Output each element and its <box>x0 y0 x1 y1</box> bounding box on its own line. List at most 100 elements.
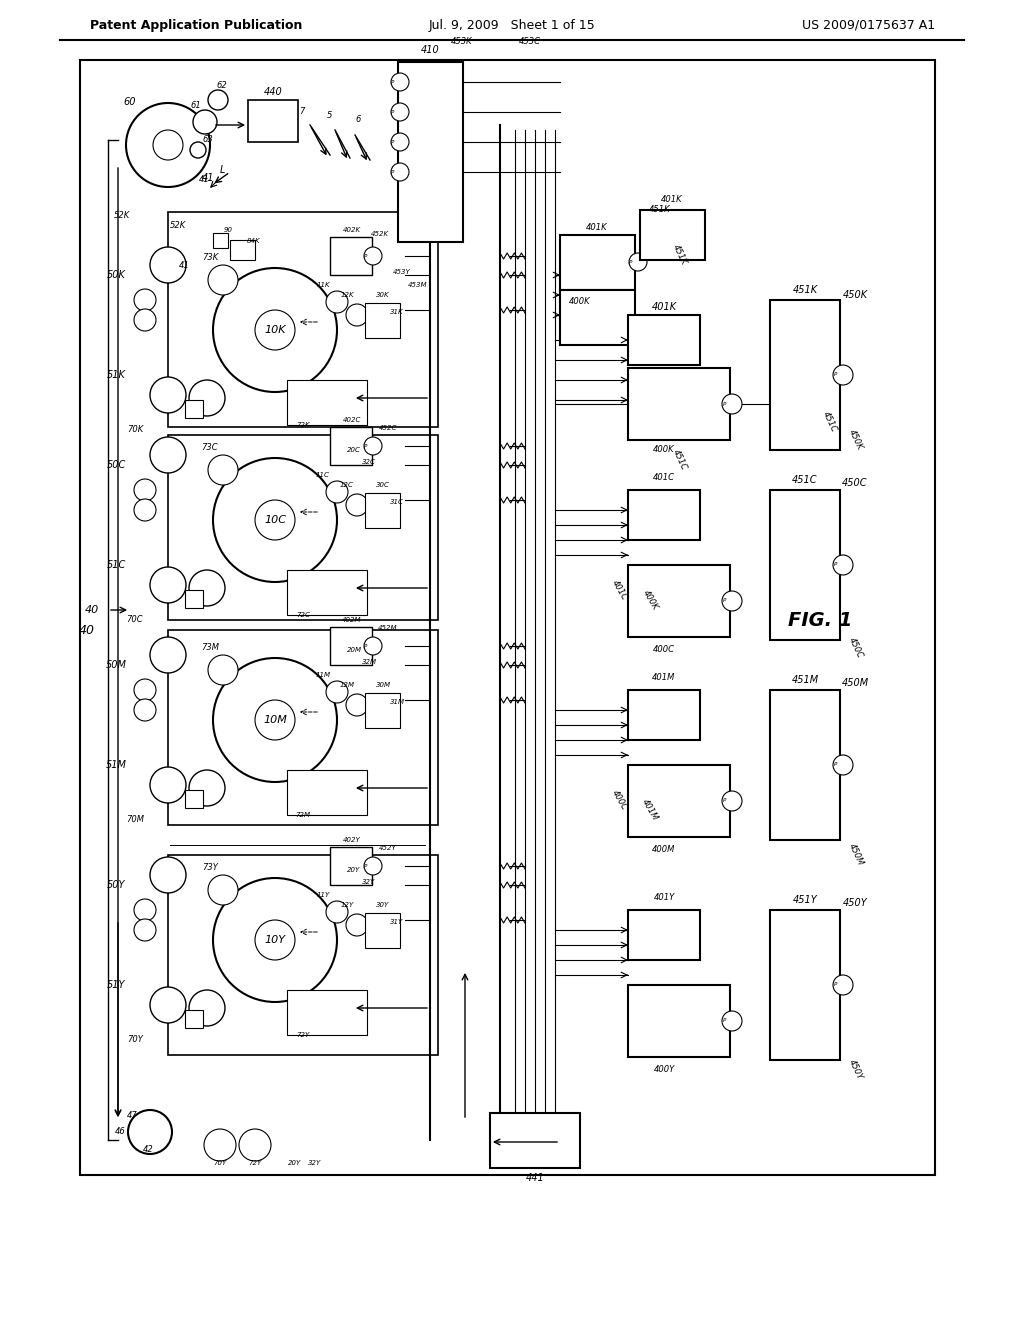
Circle shape <box>833 366 853 385</box>
Text: 47: 47 <box>127 1110 137 1119</box>
Circle shape <box>722 393 742 414</box>
Text: 453M: 453M <box>409 282 428 288</box>
Text: P: P <box>365 253 368 259</box>
Circle shape <box>346 494 368 516</box>
Text: 400Y: 400Y <box>653 1064 675 1073</box>
Text: 70K: 70K <box>127 425 143 434</box>
Text: 51C: 51C <box>106 560 126 570</box>
Text: 450C: 450C <box>843 478 867 488</box>
Bar <box>490 1113 580 1168</box>
Text: 72K: 72K <box>296 422 310 428</box>
Text: 31M: 31M <box>389 700 404 705</box>
Text: 400C: 400C <box>610 788 630 812</box>
Text: 50M: 50M <box>105 660 126 671</box>
Circle shape <box>208 265 238 294</box>
Circle shape <box>326 480 348 503</box>
Circle shape <box>346 304 368 326</box>
Text: 450M: 450M <box>842 678 868 688</box>
Circle shape <box>312 387 342 417</box>
Text: 41: 41 <box>199 176 209 185</box>
Bar <box>330 426 372 465</box>
Text: 453C: 453C <box>519 37 541 46</box>
Text: 73M: 73M <box>201 644 219 652</box>
Circle shape <box>150 378 186 413</box>
Circle shape <box>189 570 225 606</box>
Text: 401K: 401K <box>586 223 608 232</box>
Circle shape <box>288 997 318 1027</box>
Text: 11K: 11K <box>316 282 330 288</box>
Circle shape <box>312 777 342 807</box>
Text: 31K: 31K <box>390 309 403 315</box>
Text: P: P <box>723 598 727 603</box>
Bar <box>628 766 730 837</box>
Text: 410: 410 <box>421 45 439 55</box>
Circle shape <box>364 437 382 455</box>
Circle shape <box>391 73 409 91</box>
Text: P: P <box>630 260 633 264</box>
Circle shape <box>150 987 186 1023</box>
Text: 20C: 20C <box>347 447 360 453</box>
Circle shape <box>134 700 156 721</box>
Circle shape <box>126 103 210 187</box>
Text: 401K: 401K <box>651 302 677 312</box>
Bar <box>248 100 298 143</box>
Bar <box>287 380 367 425</box>
Text: 73Y: 73Y <box>202 863 218 873</box>
Circle shape <box>629 253 647 271</box>
Text: P: P <box>723 799 727 804</box>
Bar <box>770 490 840 640</box>
Circle shape <box>288 777 318 807</box>
Text: 10Y: 10Y <box>264 935 286 945</box>
Text: 62: 62 <box>217 82 227 91</box>
Text: 12M: 12M <box>340 682 354 688</box>
Bar <box>560 235 635 290</box>
Bar <box>770 909 840 1060</box>
Text: 72Y: 72Y <box>249 1160 261 1166</box>
Text: P: P <box>835 763 838 767</box>
Text: 30M: 30M <box>376 682 390 688</box>
Text: 52K: 52K <box>114 210 130 219</box>
Text: 61: 61 <box>190 100 202 110</box>
Circle shape <box>153 129 183 160</box>
Text: 50Y: 50Y <box>106 880 125 890</box>
Circle shape <box>391 103 409 121</box>
Text: 42: 42 <box>142 1146 154 1155</box>
Text: Jul. 9, 2009   Sheet 1 of 15: Jul. 9, 2009 Sheet 1 of 15 <box>429 18 595 32</box>
Text: P: P <box>365 644 368 648</box>
Text: 11M: 11M <box>315 672 331 678</box>
Bar <box>168 213 438 426</box>
Text: 400K: 400K <box>641 589 659 611</box>
Circle shape <box>208 875 238 906</box>
Text: 451Y: 451Y <box>793 895 817 906</box>
Text: 11C: 11C <box>316 473 330 478</box>
Text: 452K: 452K <box>371 231 389 238</box>
Circle shape <box>255 310 295 350</box>
Circle shape <box>326 681 348 704</box>
Text: 452Y: 452Y <box>379 845 397 851</box>
Text: 402K: 402K <box>343 227 361 234</box>
Text: 451K: 451K <box>672 243 689 267</box>
Circle shape <box>150 767 186 803</box>
Circle shape <box>134 678 156 701</box>
Text: 50K: 50K <box>106 271 125 280</box>
Circle shape <box>189 770 225 807</box>
Bar <box>365 304 400 338</box>
Text: 30C: 30C <box>376 482 390 488</box>
Bar <box>770 690 840 840</box>
Circle shape <box>255 920 295 960</box>
Bar <box>398 62 463 242</box>
Text: P: P <box>723 1019 727 1023</box>
Circle shape <box>189 990 225 1026</box>
Bar <box>185 590 203 609</box>
Circle shape <box>213 657 337 781</box>
Circle shape <box>833 755 853 775</box>
Text: 72M: 72M <box>296 812 310 818</box>
Circle shape <box>288 387 318 417</box>
Text: 32Y: 32Y <box>308 1160 322 1166</box>
Text: 451M: 451M <box>792 675 818 685</box>
Circle shape <box>326 902 348 923</box>
Text: 10C: 10C <box>264 515 286 525</box>
Bar <box>168 436 438 620</box>
Circle shape <box>364 638 382 655</box>
Text: 401M: 401M <box>640 797 659 822</box>
